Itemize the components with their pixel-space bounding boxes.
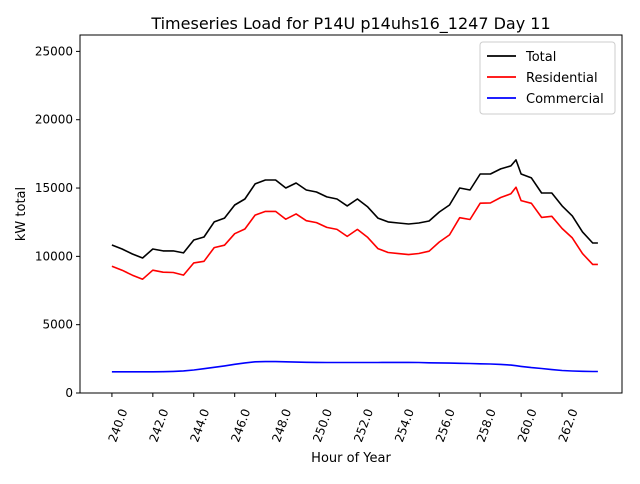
legend-label: Commercial [526, 92, 604, 107]
series-line-residential [111, 186, 598, 281]
legend-box [479, 41, 616, 115]
y-tick-label: 0 [65, 386, 73, 400]
x-tick-label: 252.0 [351, 407, 376, 444]
y-tick-label: 20000 [35, 113, 73, 127]
y-axis-ticks: 0 5000 10000 15000 20000 25000 [35, 44, 80, 400]
y-tick-label: 25000 [35, 44, 73, 58]
x-tick-label: 248.0 [269, 407, 294, 444]
y-tick-label: 5000 [42, 318, 73, 332]
x-tick-label: 246.0 [228, 407, 253, 444]
legend-label: Total [525, 50, 556, 65]
y-tick-label: 10000 [35, 249, 73, 263]
plot-frame [79, 34, 623, 394]
x-tick-label: 260.0 [515, 407, 540, 444]
x-tick-label: 258.0 [474, 407, 499, 444]
x-tick-label: 254.0 [392, 407, 417, 444]
x-axis-ticks: 240.0 242.0 244.0 246.0 248.0 250.0 252.0 254.0… [106, 393, 581, 444]
series-line-commercial [111, 360, 598, 373]
x-axis-label: Hour of Year [311, 451, 391, 466]
y-axis-label: kW total [14, 187, 29, 241]
legend-label: Residential [526, 71, 598, 86]
y-tick-label: 15000 [35, 181, 73, 195]
x-tick-label: 244.0 [187, 407, 212, 444]
x-tick-label: 240.0 [106, 407, 131, 444]
x-tick-label: 256.0 [433, 407, 458, 444]
x-tick-label: 262.0 [556, 407, 581, 444]
legend: Total Residential Commercial [479, 41, 616, 115]
x-tick-label: 242.0 [147, 407, 172, 444]
chart-title: Timeseries Load for P14U p14uhs16_1247 D… [150, 14, 550, 34]
x-tick-label: 250.0 [310, 407, 335, 444]
series-layer [111, 159, 598, 373]
series-line-total [111, 159, 598, 259]
